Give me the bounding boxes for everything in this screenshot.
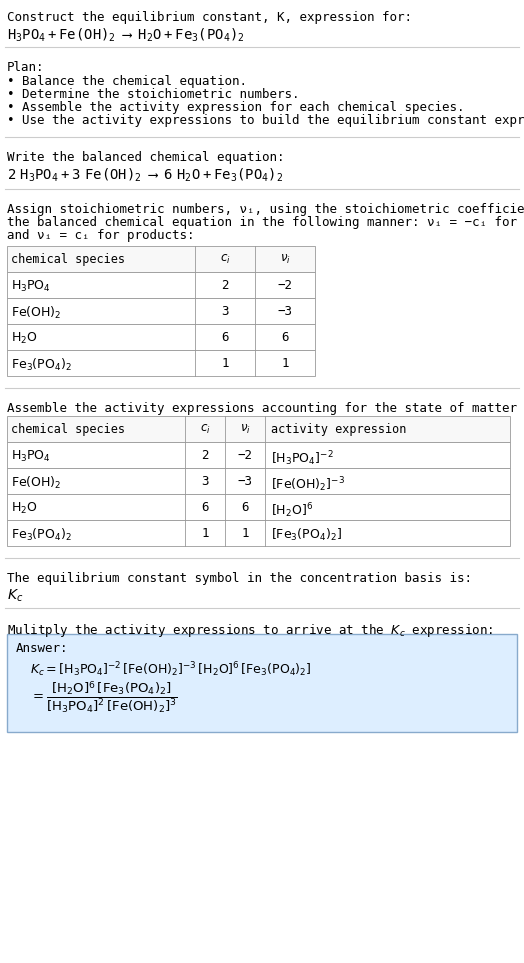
- Bar: [7, 468, 510, 494]
- Text: $\mathrm{H_3PO_4}$: $\mathrm{H_3PO_4}$: [11, 449, 51, 464]
- Text: $\nu_i$: $\nu_i$: [280, 253, 290, 266]
- Bar: [7, 416, 510, 442]
- Text: 3: 3: [201, 475, 209, 488]
- Text: 1: 1: [241, 527, 249, 540]
- Text: chemical species: chemical species: [11, 423, 125, 436]
- Text: $c_i$: $c_i$: [200, 423, 210, 436]
- Text: activity expression: activity expression: [271, 423, 407, 436]
- Text: The equilibrium constant symbol in the concentration basis is:: The equilibrium constant symbol in the c…: [7, 572, 472, 585]
- Text: Answer:: Answer:: [16, 642, 69, 655]
- Text: chemical species: chemical species: [11, 253, 125, 266]
- Text: Plan:: Plan:: [7, 61, 45, 74]
- Text: $[\mathrm{Fe(OH)_2}]^{-3}$: $[\mathrm{Fe(OH)_2}]^{-3}$: [271, 475, 345, 494]
- Text: Assign stoichiometric numbers, νᵢ, using the stoichiometric coefficients, cᵢ, fr: Assign stoichiometric numbers, νᵢ, using…: [7, 203, 524, 216]
- Bar: [7, 350, 315, 376]
- Text: $[\mathrm{H_3PO_4}]^{-2}$: $[\mathrm{H_3PO_4}]^{-2}$: [271, 449, 334, 468]
- Text: $\mathrm{Fe(OH)_2}$: $\mathrm{Fe(OH)_2}$: [11, 305, 62, 321]
- Text: Mulitply the activity expressions to arrive at the $K_c$ expression:: Mulitply the activity expressions to arr…: [7, 622, 494, 639]
- Bar: [7, 494, 510, 520]
- Text: $[\mathrm{Fe_3(PO_4)_2}]$: $[\mathrm{Fe_3(PO_4)_2}]$: [271, 527, 342, 543]
- Bar: [7, 298, 315, 324]
- Text: Write the balanced chemical equation:: Write the balanced chemical equation:: [7, 151, 285, 164]
- Text: $= \dfrac{[\mathrm{H_2O}]^{6}\,[\mathrm{Fe_3(PO_4)_2}]}{[\mathrm{H_3PO_4}]^{2}\,: $= \dfrac{[\mathrm{H_2O}]^{6}\,[\mathrm{…: [30, 680, 178, 716]
- Bar: [7, 442, 510, 468]
- Text: • Balance the chemical equation.: • Balance the chemical equation.: [7, 75, 247, 88]
- Text: $K_c$: $K_c$: [7, 588, 24, 605]
- Text: −3: −3: [278, 305, 292, 318]
- Text: 2: 2: [221, 279, 229, 292]
- Text: $\mathrm{H_2O}$: $\mathrm{H_2O}$: [11, 501, 38, 516]
- Text: the balanced chemical equation in the following manner: νᵢ = −cᵢ for reactants: the balanced chemical equation in the fo…: [7, 216, 524, 229]
- Text: $\mathrm{Fe(OH)_2}$: $\mathrm{Fe(OH)_2}$: [11, 475, 62, 491]
- Text: Construct the equilibrium constant, K, expression for:: Construct the equilibrium constant, K, e…: [7, 11, 412, 24]
- Text: $\mathrm{Fe_3(PO_4)_2}$: $\mathrm{Fe_3(PO_4)_2}$: [11, 357, 72, 373]
- Text: $K_c = [\mathrm{H_3PO_4}]^{-2}\,[\mathrm{Fe(OH)_2}]^{-3}\,[\mathrm{H_2O}]^{6}\,[: $K_c = [\mathrm{H_3PO_4}]^{-2}\,[\mathrm…: [30, 660, 312, 679]
- Text: 1: 1: [281, 357, 289, 370]
- Text: $\mathrm{Fe_3(PO_4)_2}$: $\mathrm{Fe_3(PO_4)_2}$: [11, 527, 72, 543]
- Bar: [7, 324, 315, 350]
- Text: and νᵢ = cᵢ for products:: and νᵢ = cᵢ for products:: [7, 229, 194, 242]
- Text: $[\mathrm{H_2O}]^{6}$: $[\mathrm{H_2O}]^{6}$: [271, 501, 313, 520]
- Text: 6: 6: [201, 501, 209, 514]
- Text: 6: 6: [221, 331, 229, 344]
- Text: • Assemble the activity expression for each chemical species.: • Assemble the activity expression for e…: [7, 101, 464, 114]
- Bar: [7, 272, 315, 298]
- Text: $\mathtt{H_3PO_4 + Fe(OH)_2\ \longrightarrow\ H_2O + Fe_3(PO_4)_2}$: $\mathtt{H_3PO_4 + Fe(OH)_2\ \longrighta…: [7, 27, 245, 44]
- Bar: [7, 520, 510, 546]
- Text: $\nu_i$: $\nu_i$: [239, 423, 250, 436]
- Text: 6: 6: [281, 331, 289, 344]
- Text: • Determine the stoichiometric numbers.: • Determine the stoichiometric numbers.: [7, 88, 300, 101]
- Bar: [7, 634, 517, 732]
- Text: • Use the activity expressions to build the equilibrium constant expression.: • Use the activity expressions to build …: [7, 114, 524, 127]
- Text: −2: −2: [237, 449, 253, 462]
- Text: 3: 3: [221, 305, 229, 318]
- Text: 6: 6: [241, 501, 249, 514]
- Text: $\mathrm{H_2O}$: $\mathrm{H_2O}$: [11, 331, 38, 346]
- Text: −3: −3: [237, 475, 253, 488]
- Bar: [7, 246, 315, 272]
- Text: Assemble the activity expressions accounting for the state of matter and νᵢ:: Assemble the activity expressions accoun…: [7, 402, 524, 415]
- Text: −2: −2: [278, 279, 292, 292]
- Text: $\mathrm{H_3PO_4}$: $\mathrm{H_3PO_4}$: [11, 279, 51, 294]
- Text: $c_i$: $c_i$: [220, 253, 231, 266]
- Text: 1: 1: [201, 527, 209, 540]
- Text: 2: 2: [201, 449, 209, 462]
- Text: 1: 1: [221, 357, 229, 370]
- Text: $\mathtt{2\ H_3PO_4 + 3\ Fe(OH)_2\ \longrightarrow\ 6\ H_2O + Fe_3(PO_4)_2}$: $\mathtt{2\ H_3PO_4 + 3\ Fe(OH)_2\ \long…: [7, 167, 283, 184]
